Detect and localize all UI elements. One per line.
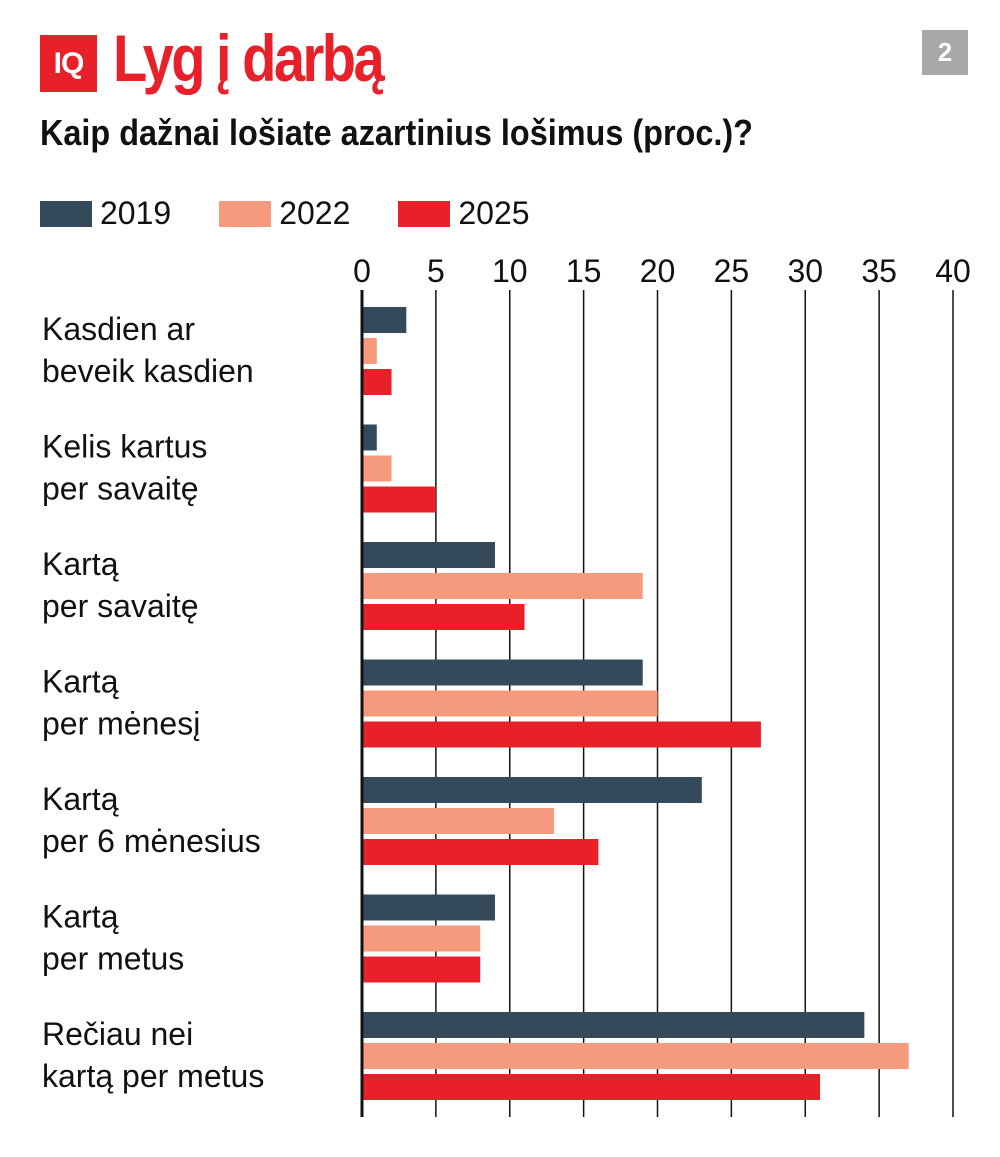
category-label: per 6 mėnesius	[42, 823, 261, 859]
bar-2022	[362, 455, 392, 482]
bar-2019	[362, 1012, 865, 1038]
legend-label: 2025	[458, 195, 530, 231]
bar-2025	[362, 956, 481, 983]
legend-item-2022: 2022	[219, 195, 350, 232]
legend-label: 2022	[279, 195, 351, 231]
bar-2025	[362, 369, 392, 395]
legend-swatch	[40, 200, 92, 227]
bar-2022	[362, 1043, 909, 1069]
bar-2025	[362, 486, 436, 513]
tick-label: 25	[714, 253, 750, 289]
category-label: per metus	[42, 941, 184, 977]
bar-2025	[362, 1074, 821, 1100]
tick-label: 35	[861, 253, 897, 289]
bar-2019	[362, 424, 377, 451]
bar-2022	[362, 338, 377, 364]
tick-label: 0	[353, 253, 371, 289]
page-title: Lyg į darbą	[113, 21, 385, 95]
category-label: Kartą	[42, 546, 119, 582]
chart-title: Kaip dažnai lošiate azartinius lošimus (…	[40, 112, 753, 153]
tick-label: 15	[566, 253, 602, 289]
legend-swatch	[398, 200, 451, 227]
iq-logo: IQ	[40, 35, 97, 92]
tick-label: 10	[492, 253, 528, 289]
category-label: Kartą	[42, 781, 119, 817]
bar-2022	[362, 690, 658, 717]
tick-label: 30	[787, 253, 823, 289]
legend: 2019 2022 2025	[40, 195, 530, 232]
bar-2019	[362, 894, 495, 921]
bar-2019	[362, 659, 643, 686]
legend-label: 2019	[100, 195, 172, 231]
category-label: Kelis kartus	[42, 429, 207, 465]
bar-2022	[362, 808, 555, 834]
legend-item-2019: 2019	[40, 195, 171, 232]
bar-2025	[362, 604, 525, 630]
bar-2025	[362, 839, 599, 865]
bar-2025	[362, 721, 761, 748]
category-label: kartą per metus	[42, 1058, 264, 1094]
category-label: Rečiau nei	[42, 1016, 193, 1052]
tick-label: 20	[640, 253, 676, 289]
category-label: per mėnesį	[42, 706, 200, 742]
bar-2019	[362, 542, 495, 568]
legend-swatch	[219, 200, 272, 227]
legend-item-2025: 2025	[398, 195, 530, 232]
category-label: Kasdien ar	[42, 311, 195, 347]
category-label: per savaitę	[42, 471, 199, 507]
bar-2019	[362, 307, 407, 333]
tick-label: 40	[935, 253, 971, 289]
category-label: Kartą	[42, 899, 119, 935]
category-label: Kartą	[42, 664, 119, 700]
category-label: per savaitę	[42, 588, 199, 624]
bar-2022	[362, 925, 481, 952]
page-number-badge: 2	[922, 30, 968, 75]
tick-label: 5	[427, 253, 445, 289]
bar-2022	[362, 573, 643, 599]
category-label: beveik kasdien	[42, 353, 254, 389]
bar-2019	[362, 777, 702, 803]
